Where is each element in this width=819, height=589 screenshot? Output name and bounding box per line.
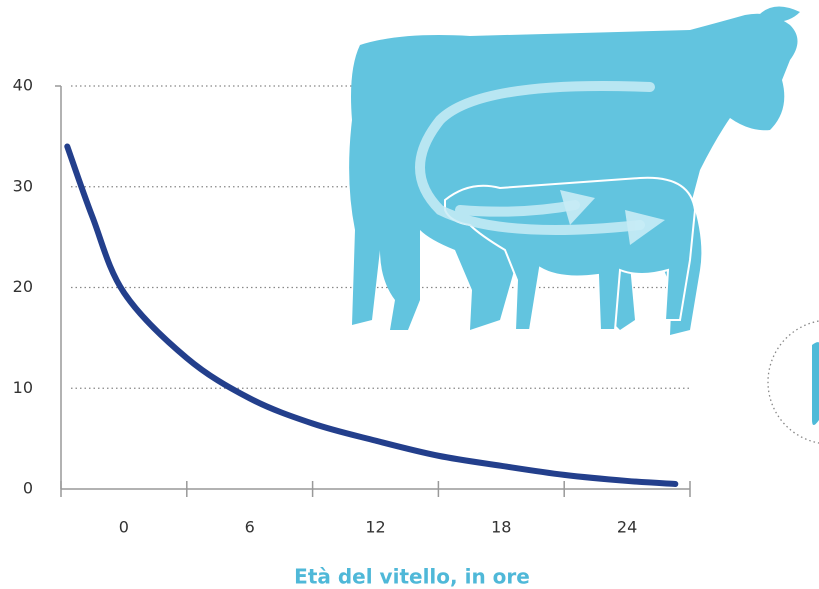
y-tick-label: 10 (13, 378, 33, 397)
y-tick-label: 40 (13, 76, 33, 95)
x-tick-label: 18 (491, 518, 511, 537)
y-tick-label: 30 (13, 176, 33, 195)
x-axis-title: Età del vitello, in ore (294, 565, 530, 589)
y-tick-label: 20 (13, 277, 33, 296)
x-tick-label: 0 (119, 518, 129, 537)
y-tick-label: 0 (23, 479, 33, 498)
x-tick-label: 12 (365, 518, 385, 537)
side-badge (768, 320, 819, 444)
x-tick-label: 6 (245, 518, 255, 537)
x-tick-label: 24 (617, 518, 637, 537)
chart: 0 10 20 30 40 0 6 12 18 24 Età del vitello, in or… (0, 0, 819, 589)
